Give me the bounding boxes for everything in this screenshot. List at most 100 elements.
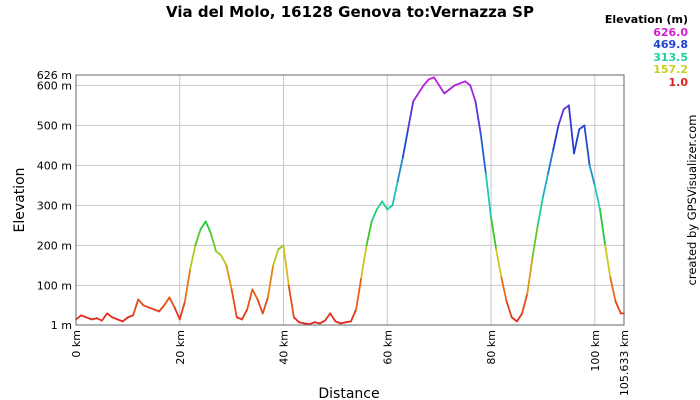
elevation-segment [189, 244, 197, 271]
elevation-segment [132, 298, 140, 317]
elevation-segment [401, 128, 409, 159]
elevation-segment [531, 224, 539, 259]
elevation-segment [578, 124, 586, 131]
legend-entry: 313.5 [653, 50, 688, 64]
elevation-segment [199, 220, 207, 231]
y-tick-label: 1 m [51, 319, 72, 332]
credit-text: created by GPSVisualizer.com [685, 115, 699, 286]
x-tick-label: 0 km [70, 330, 83, 358]
elevation-segment [469, 84, 477, 103]
x-tick-label: 100 km [589, 330, 602, 372]
elevation-segment [453, 82, 461, 87]
elevation-segment [204, 220, 212, 235]
elevation-segment [261, 296, 269, 315]
elevation-segment [557, 108, 565, 127]
elevation-segment [386, 204, 394, 211]
elevation-segment [267, 264, 275, 299]
elevation-segment [443, 88, 451, 95]
elevation-segment [375, 200, 383, 211]
elevation-segment [500, 276, 508, 303]
x-tick-label: 105.633 km [618, 330, 631, 396]
x-tick-label: 40 km [278, 330, 291, 365]
elevation-segment [163, 296, 171, 307]
elevation-segment [287, 284, 295, 319]
elevation-segment [230, 288, 238, 319]
elevation-segment [588, 164, 596, 187]
elevation-segment [235, 316, 243, 321]
elevation-segment [495, 248, 503, 279]
legend-entry: 157.2 [653, 63, 688, 76]
elevation-segment [152, 308, 160, 313]
elevation-segment [350, 308, 358, 323]
elevation-segment [412, 92, 420, 103]
chart-title: Via del Molo, 16128 Genova to:Vernazza S… [166, 3, 534, 21]
elevation-segment [427, 76, 435, 81]
gridlines [76, 75, 624, 325]
legend-entry: 1.0 [668, 75, 689, 89]
elevation-segment [215, 250, 223, 257]
elevation-segment [516, 312, 524, 323]
y-tick-label: 600 m [37, 79, 72, 92]
y-tick-label: 300 m [37, 199, 72, 212]
elevation-segment [85, 316, 93, 321]
elevation-legend: Elevation (m) 626.0 469.8 313.5 157.2 1.… [604, 13, 689, 89]
elevation-segment [355, 276, 363, 311]
elevation-segment [173, 306, 181, 321]
elevation-segment [329, 312, 337, 323]
elevation-segment [609, 276, 617, 303]
y-tick-label: 626 m [37, 69, 72, 82]
elevation-segment [417, 84, 425, 95]
y-tick-label: 500 m [37, 119, 72, 132]
elevation-segment [225, 264, 233, 291]
elevation-segment [407, 100, 415, 131]
elevation-segment [573, 128, 581, 155]
elevation-segment [209, 232, 217, 253]
elevation-segment [490, 216, 498, 251]
elevation-segment [484, 172, 492, 219]
elevation-segment [251, 288, 259, 301]
elevation-line [75, 76, 625, 326]
y-tick-label: 100 m [37, 279, 72, 292]
elevation-segment [194, 228, 202, 247]
legend-title: Elevation (m) [604, 13, 688, 26]
elevation-segment [308, 321, 316, 326]
y-tick-label: 400 m [37, 159, 72, 172]
elevation-segment [246, 288, 254, 311]
elevation-segment [536, 196, 544, 227]
elevation-segment [562, 104, 570, 111]
elevation-segment [396, 156, 404, 183]
plot-frame [75, 74, 625, 326]
elevation-segment [567, 104, 575, 155]
elevation-segment [142, 304, 150, 309]
x-axis-label: Distance [318, 386, 379, 400]
elevation-segment [422, 78, 430, 87]
elevation-segment [391, 180, 399, 207]
elevation-segment [521, 292, 529, 315]
x-tick-label: 60 km [381, 330, 394, 365]
elevation-segment [158, 304, 166, 313]
elevation-segment [438, 84, 446, 95]
elevation-segment [526, 256, 534, 295]
elevation-segment [547, 148, 555, 175]
y-axis-label: Elevation [12, 167, 28, 232]
elevation-segment [220, 254, 228, 267]
elevation-segment [241, 308, 249, 321]
elevation-segment [334, 320, 342, 325]
elevation-segment [126, 314, 134, 319]
elevation-segment [106, 312, 114, 319]
elevation-segment [583, 124, 591, 167]
elevation-segment [474, 100, 482, 135]
elevation-segment [433, 76, 441, 87]
elevation-segment [282, 244, 290, 287]
elevation-segment [479, 132, 487, 175]
elevation-segment [448, 84, 456, 91]
elevation-segment [121, 316, 129, 323]
legend-entry: 469.8 [653, 38, 688, 51]
x-tick-label: 80 km [485, 330, 498, 365]
elevation-segment [111, 316, 119, 321]
elevation-segment [272, 248, 280, 267]
elevation-segment [324, 312, 332, 322]
elevation-segment [381, 200, 389, 211]
